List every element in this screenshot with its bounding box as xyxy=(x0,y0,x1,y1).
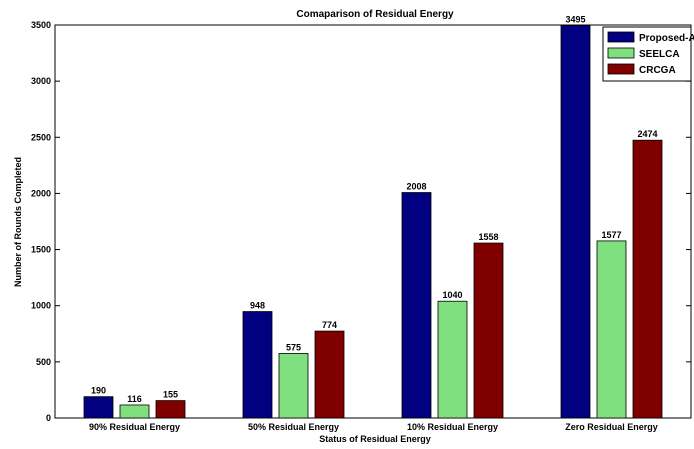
data-label: 1040 xyxy=(442,290,462,300)
y-tick-label: 3500 xyxy=(31,20,51,30)
x-tick-label: 90% Residual Energy xyxy=(89,422,180,432)
legend-swatch xyxy=(607,31,635,43)
bar xyxy=(437,300,468,419)
bar xyxy=(560,25,591,419)
axes-box xyxy=(54,24,692,419)
chart-title: Comaparison of Residual Energy xyxy=(296,9,454,20)
x-axis-label: Status of Residual Energy xyxy=(319,434,431,444)
bar xyxy=(314,330,345,419)
data-label: 948 xyxy=(250,301,265,311)
data-label: 1577 xyxy=(601,230,621,240)
bar xyxy=(596,240,627,419)
legend-entry: SEELCA xyxy=(639,49,680,60)
legend-entry: Proposed-AHDR xyxy=(639,33,694,44)
legend-swatch xyxy=(607,63,635,75)
x-tick-label: 50% Residual Energy xyxy=(248,422,339,432)
y-tick-label: 2500 xyxy=(31,132,51,142)
bar xyxy=(155,400,186,419)
data-label: 2008 xyxy=(406,182,426,192)
bar xyxy=(83,396,114,419)
data-label: 1558 xyxy=(478,232,498,242)
data-label: 774 xyxy=(322,320,337,330)
y-tick-label: 1500 xyxy=(31,245,51,255)
bar xyxy=(119,404,150,419)
data-label: 3495 xyxy=(565,15,585,25)
data-label: 190 xyxy=(91,386,106,396)
legend-swatch xyxy=(607,47,635,59)
data-label: 2474 xyxy=(637,129,657,139)
y-tick-label: 0 xyxy=(46,413,51,423)
data-label: 155 xyxy=(163,390,178,400)
plot-area: 0 500 1000 1500 2000 2500 3000 3500 90% Residual… xyxy=(31,15,692,432)
bar xyxy=(278,353,309,419)
bar xyxy=(401,192,432,419)
y-axis-label: Number of Rounds Completed xyxy=(13,157,23,287)
bar xyxy=(632,139,663,419)
y-tick-label: 1000 xyxy=(31,301,51,311)
legend-entry: CRCGA xyxy=(639,65,676,76)
legend: Proposed-AHDR SEELCA CRCGA xyxy=(602,26,694,82)
x-tick-label: Zero Residual Energy xyxy=(565,422,658,432)
data-label: 575 xyxy=(286,342,301,352)
y-tick-label: 3000 xyxy=(31,76,51,86)
y-tick-label: 500 xyxy=(36,357,51,367)
bar xyxy=(473,242,504,419)
data-label: 116 xyxy=(127,394,142,404)
x-tick-label: 10% Residual Energy xyxy=(407,422,498,432)
y-tick-label: 2000 xyxy=(31,188,51,198)
bar xyxy=(242,311,273,419)
